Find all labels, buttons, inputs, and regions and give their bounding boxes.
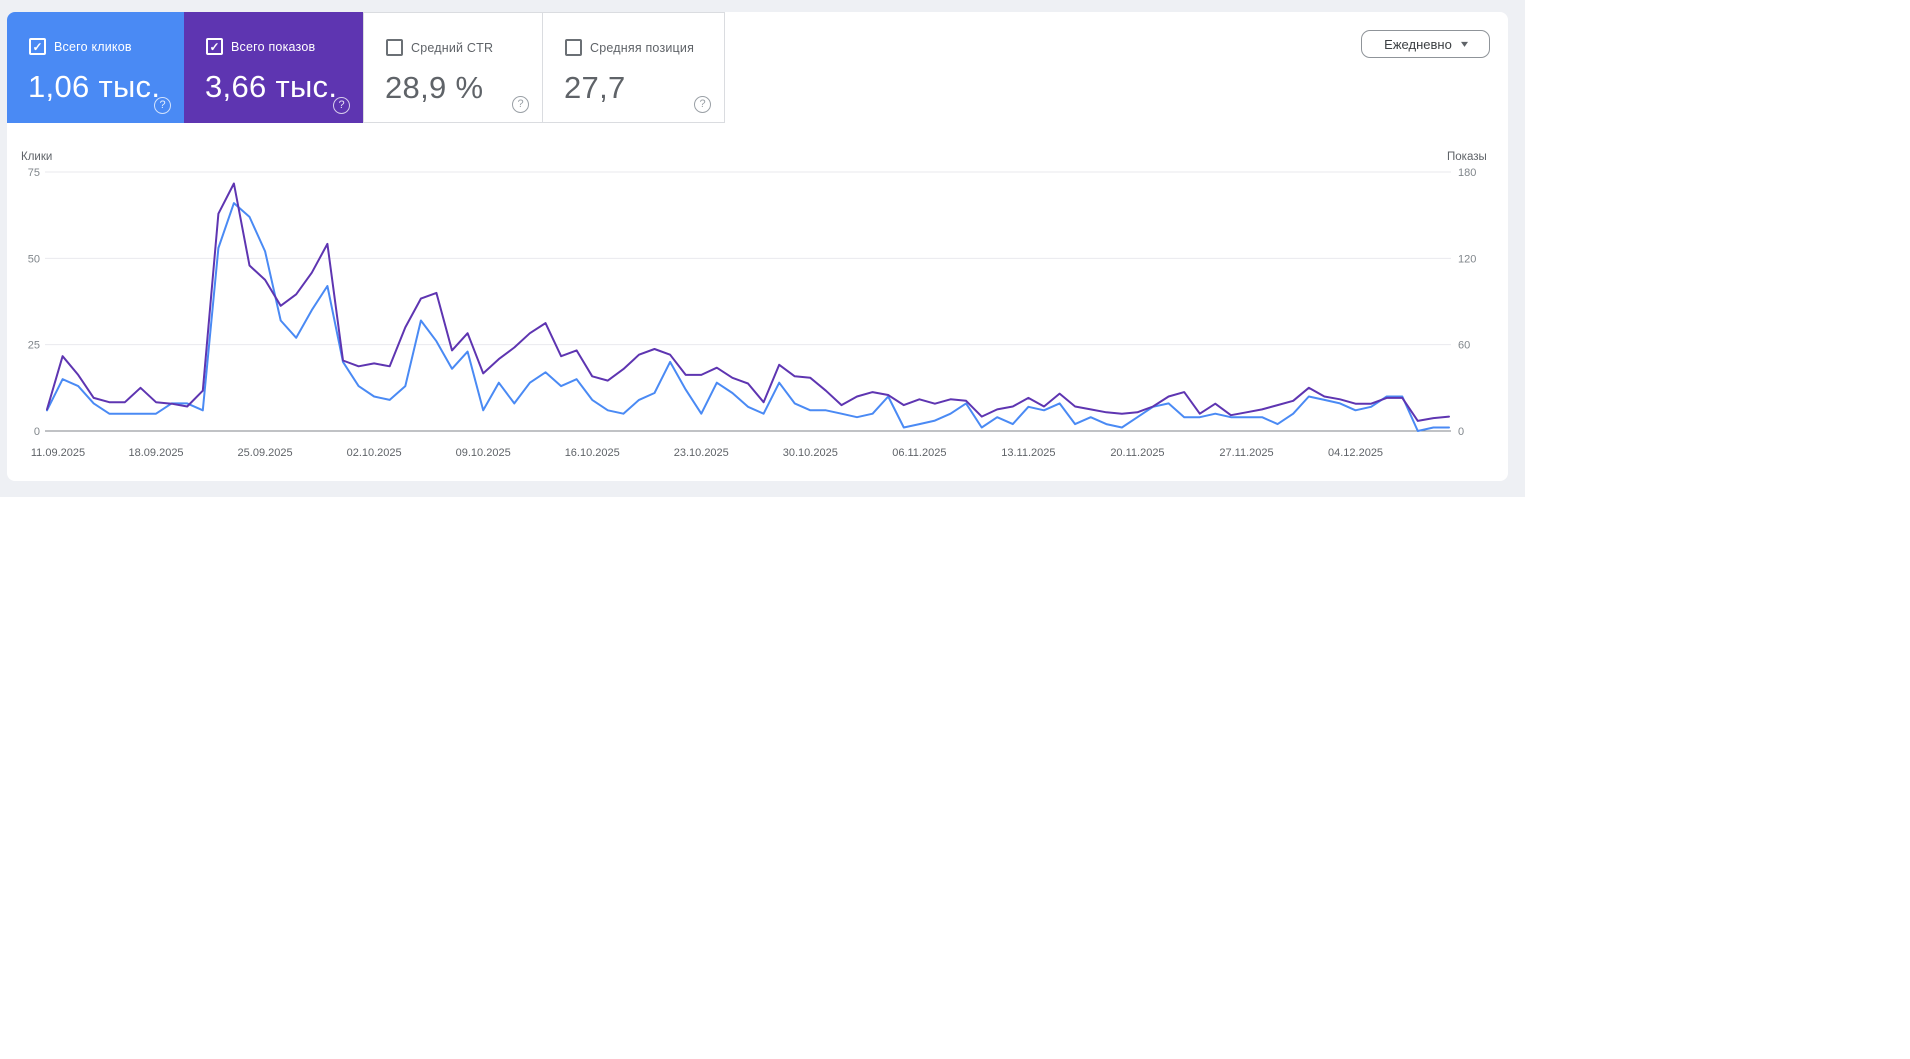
checkbox-unchecked-icon[interactable] — [386, 39, 403, 56]
performance-chart[interactable]: 0 0 25 60 50 120 75 180 11.09.2025 18.09.2025 25.0… — [7, 12, 1508, 481]
right-axis-tick: 0 — [1458, 426, 1464, 438]
right-axis-tick: 120 — [1458, 253, 1476, 265]
x-axis-date-label: 30.10.2025 — [783, 447, 838, 459]
checkbox-checked-icon[interactable]: ✓ — [206, 38, 223, 55]
x-axis-date-label: 16.10.2025 — [565, 447, 620, 459]
clicks-line[interactable] — [46, 202, 1450, 432]
x-axis-date-label: 27.11.2025 — [1219, 447, 1273, 459]
period-dropdown-label: Ежедневно — [1384, 36, 1452, 52]
right-axis-title: Показы — [1447, 151, 1487, 163]
help-icon[interactable]: ? — [333, 97, 350, 114]
x-axis-date-label: 18.09.2025 — [129, 447, 184, 459]
check-icon: ✓ — [209, 39, 220, 54]
help-icon[interactable]: ? — [694, 96, 711, 113]
x-axis-date-label: 23.10.2025 — [674, 447, 729, 459]
chevron-down-icon: ▾ — [1460, 38, 1468, 50]
checkbox-unchecked-icon[interactable] — [565, 39, 582, 56]
x-axis-date-label: 20.11.2025 — [1110, 447, 1164, 459]
metric-tile-total-clicks[interactable]: ✓ Всего кликов 1,06 тыс. ? — [7, 12, 184, 123]
x-axis-date-label: 13.11.2025 — [1001, 447, 1055, 459]
right-axis-tick: 60 — [1458, 340, 1470, 352]
help-icon[interactable]: ? — [512, 96, 529, 113]
x-axis-date-label: 02.10.2025 — [347, 447, 402, 459]
left-axis-title: Клики — [21, 151, 53, 163]
x-axis-date-label: 04.12.2025 — [1328, 447, 1383, 459]
right-axis-tick: 180 — [1458, 167, 1476, 179]
x-axis-date-label: 06.11.2025 — [892, 447, 946, 459]
x-axis-date-label: 11.09.2025 — [31, 447, 85, 459]
metric-value: 1,06 тыс. — [28, 69, 161, 104]
performance-card: ✓ Всего кликов 1,06 тыс. ? ✓ Всего показ… — [7, 12, 1508, 481]
metric-tile-avg-position[interactable]: Средняя позиция 27,7 ? — [542, 12, 725, 123]
impressions-line[interactable] — [46, 182, 1450, 422]
check-icon: ✓ — [32, 39, 43, 54]
app-background: ✓ Всего кликов 1,06 тыс. ? ✓ Всего показ… — [0, 0, 1525, 497]
checkbox-checked-icon[interactable]: ✓ — [29, 38, 46, 55]
metric-label: Всего кликов — [54, 39, 132, 54]
metric-value: 28,9 % — [385, 70, 484, 105]
metric-tiles-row: ✓ Всего кликов 1,06 тыс. ? ✓ Всего показ… — [7, 12, 1508, 123]
left-axis-tick: 75 — [28, 167, 40, 179]
left-axis-tick: 0 — [34, 426, 40, 438]
x-axis-date-label: 09.10.2025 — [456, 447, 511, 459]
left-axis-tick: 50 — [28, 253, 40, 265]
left-axis-tick: 25 — [28, 340, 40, 352]
metric-value: 3,66 тыс. — [205, 69, 338, 104]
metric-tile-avg-ctr[interactable]: Средний CTR 28,9 % ? — [363, 12, 543, 123]
metric-tile-total-impressions[interactable]: ✓ Всего показов 3,66 тыс. ? — [184, 12, 363, 123]
help-icon[interactable]: ? — [154, 97, 171, 114]
metric-value: 27,7 — [564, 70, 626, 105]
period-dropdown[interactable]: Ежедневно ▾ — [1361, 30, 1490, 58]
x-axis-date-label: 25.09.2025 — [238, 447, 293, 459]
metric-label: Средняя позиция — [590, 40, 695, 55]
metric-label: Средний CTR — [411, 40, 494, 55]
metric-label: Всего показов — [231, 39, 316, 54]
